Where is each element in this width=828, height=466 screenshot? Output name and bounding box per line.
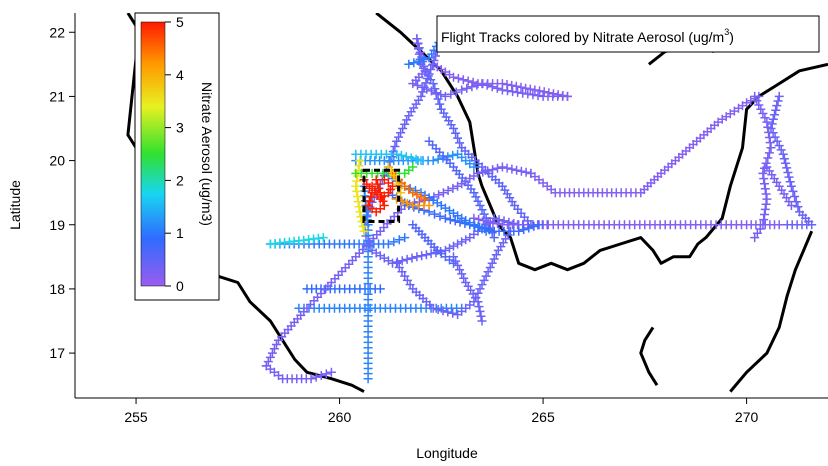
flight-track-10 xyxy=(766,91,817,230)
y-tick-label: 19 xyxy=(49,217,65,233)
flight-track-24 xyxy=(351,156,369,236)
y-axis-ticks: 17 18 19 20 21 22 xyxy=(49,24,75,361)
flight-track-12 xyxy=(265,233,410,249)
flight-track-21 xyxy=(383,188,544,236)
coastline-1 xyxy=(217,274,365,393)
x-tick-label: 265 xyxy=(531,409,555,425)
flight-track-26 xyxy=(351,149,426,166)
flight-track-13 xyxy=(265,233,328,249)
colorbar-tick-label: 3 xyxy=(176,120,184,136)
flight-track-23 xyxy=(408,220,458,268)
colorbar: 0 1 2 3 4 5 Nitrate Aerosol (ug/m3) xyxy=(134,12,220,301)
y-tick-label: 21 xyxy=(49,88,65,104)
title-superscript: 3 xyxy=(724,27,729,37)
colorbar-gradient xyxy=(140,21,166,287)
flight-track-15 xyxy=(294,303,467,313)
flight-tracks xyxy=(261,34,817,384)
flight-track-31 xyxy=(392,194,434,210)
flight-track-8 xyxy=(469,213,784,230)
x-tick-label: 270 xyxy=(735,409,759,425)
flight-track-1 xyxy=(408,34,572,101)
title-close: ) xyxy=(729,29,734,45)
colorbar-tick-label: 5 xyxy=(176,14,184,30)
colorbar-label: Nitrate Aerosol (ug/m3) xyxy=(199,82,215,226)
colorbar-tick-label: 2 xyxy=(176,172,184,188)
flight-track-4 xyxy=(359,47,552,268)
title-frame xyxy=(436,15,820,53)
title-box: Flight Tracks colored by Nitrate Aerosol… xyxy=(436,15,820,53)
coastline-2 xyxy=(375,13,828,272)
colorbar-tick-label: 0 xyxy=(176,278,184,294)
y-tick-label: 18 xyxy=(49,281,65,297)
flight-track-6 xyxy=(424,136,499,243)
colorbar-tick-label: 4 xyxy=(176,67,184,83)
flight-track-7 xyxy=(526,91,764,198)
flight-track-28 xyxy=(367,175,397,204)
colorbar-tick-label: 1 xyxy=(176,225,184,241)
y-tick-label: 20 xyxy=(49,153,65,169)
x-axis-label: Longitude xyxy=(416,445,478,461)
flight-track-9 xyxy=(750,91,776,243)
y-tick-label: 17 xyxy=(49,345,65,361)
x-axis-ticks: 255 260 265 270 xyxy=(124,398,758,425)
coastline-4 xyxy=(729,230,814,393)
coastline-5 xyxy=(639,326,659,386)
y-axis-label: Latitude xyxy=(7,180,23,230)
flight-track-11 xyxy=(762,162,796,210)
chart-title: Flight Tracks colored by Nitrate Aerosol… xyxy=(441,27,734,45)
title-main: Flight Tracks colored by Nitrate Aerosol… xyxy=(441,29,724,45)
flight-track-20 xyxy=(449,252,487,326)
y-tick-label: 22 xyxy=(49,24,65,40)
flight-track-18 xyxy=(261,361,336,384)
x-tick-label: 255 xyxy=(124,409,148,425)
x-tick-label: 260 xyxy=(328,409,352,425)
colorbar-ticks: 0 1 2 3 4 5 xyxy=(165,14,184,294)
highlight-box xyxy=(362,168,401,224)
